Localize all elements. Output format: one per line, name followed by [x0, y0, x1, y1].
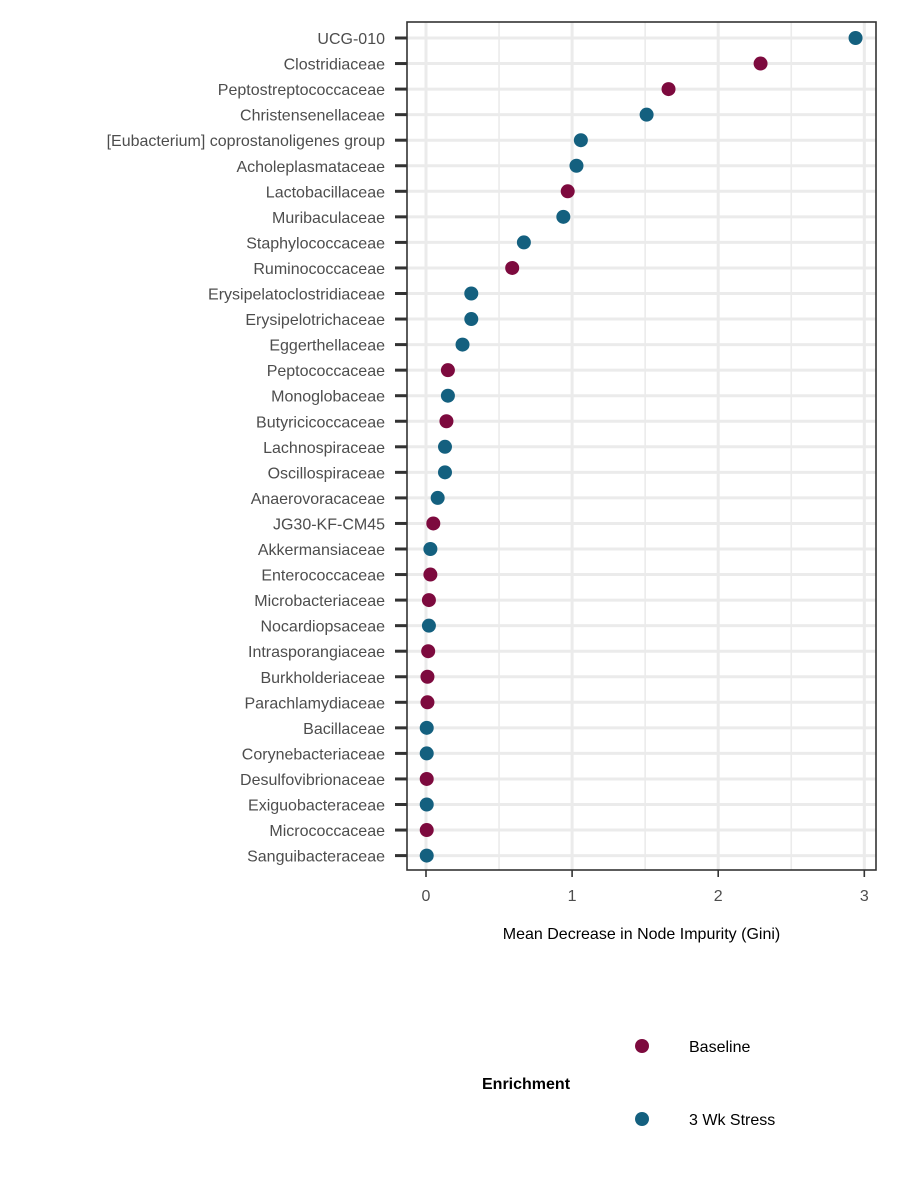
y-tick-label-desulfovibrionaceae: Desulfovibrionaceae — [240, 772, 385, 789]
point-lactobacillaceae — [560, 184, 575, 199]
point-lachnospiraceae — [437, 439, 452, 454]
y-tick-label-burkholderiaceae: Burkholderiaceae — [260, 670, 385, 687]
point-nocardiopsaceae — [421, 618, 436, 633]
y-tick-label-micrococcaceae: Micrococcaceae — [269, 823, 385, 840]
point-monoglobaceae — [440, 388, 455, 403]
point-erysipelatoclostridiaceae — [464, 286, 479, 301]
point-intrasporangiaceae — [421, 644, 436, 659]
point-sanguibacteraceae — [419, 848, 434, 863]
y-tick-label-lachnospiraceae: Lachnospiraceae — [263, 440, 385, 457]
y-axis: UCG-010 Clostridiaceae Peptostreptococcace… — [107, 31, 407, 866]
y-tick-label-anaerovoracaceae: Anaerovoracaceae — [251, 491, 385, 508]
y-tick-label-parachlamydiaceae: Parachlamydiaceae — [244, 695, 385, 712]
point-peptococcaceae — [440, 363, 455, 378]
y-tick-label-clostridiaceae: Clostridiaceae — [284, 57, 385, 74]
point-butyricicoccaceae — [439, 414, 454, 429]
point-acholeplasmataceae — [569, 158, 584, 173]
y-tick-label-akkermansiaceae: Akkermansiaceae — [258, 542, 385, 559]
x-tick-label-0: 0 — [422, 888, 431, 905]
legend-key-3-wk-stress — [635, 1112, 649, 1126]
legend: Enrichment Baseline 3 Wk Stress — [482, 1039, 775, 1129]
point-enterococcaceae — [423, 567, 438, 582]
point-erysipelotrichaceae — [464, 312, 479, 327]
point-akkermansiaceae — [423, 542, 438, 556]
point-muribaculaceae — [556, 209, 571, 224]
point-corynebacteriaceae — [419, 746, 434, 761]
y-tick-label-bacillaceae: Bacillaceae — [303, 721, 385, 738]
y-tick-label-ruminococcaceae: Ruminococcaceae — [253, 261, 385, 278]
point-oscillospiraceae — [437, 465, 452, 480]
point-anaerovoracaceae — [430, 490, 445, 505]
x-tick-label-2: 2 — [714, 888, 723, 905]
y-tick-label-oscillospiraceae: Oscillospiraceae — [268, 465, 385, 482]
legend-label-baseline: Baseline — [689, 1039, 750, 1056]
y-tick-label-muribaculaceae: Muribaculaceae — [272, 210, 385, 227]
y-tick-label-intrasporangiaceae: Intrasporangiaceae — [248, 644, 385, 661]
point-jg30-kf-cm45 — [426, 516, 441, 531]
y-tick-label-nocardiopsaceae: Nocardiopsaceae — [260, 619, 385, 636]
y-tick-label-christensenellaceae: Christensenellaceae — [240, 108, 385, 125]
y-tick-label-monoglobaceae: Monoglobaceae — [271, 389, 385, 406]
point-eubacterium-coprostanoligenes-group — [573, 133, 588, 148]
y-tick-label-corynebacteriaceae: Corynebacteriaceae — [242, 746, 385, 763]
legend-label-3-wk-stress: 3 Wk Stress — [689, 1112, 775, 1129]
y-tick-label-eggerthellaceae: Eggerthellaceae — [269, 338, 385, 355]
y-tick-label-eubacterium-coprostanoligenes-group: [Eubacterium] coprostanoligenes group — [107, 133, 385, 150]
y-tick-label-acholeplasmataceae: Acholeplasmataceae — [236, 159, 385, 176]
y-tick-label-microbacteriaceae: Microbacteriaceae — [254, 593, 385, 610]
point-exiguobacteraceae — [419, 797, 434, 812]
y-tick-label-sanguibacteraceae: Sanguibacteraceae — [247, 849, 385, 866]
y-tick-label-jg30-kf-cm45: JG30-KF-CM45 — [273, 516, 385, 533]
x-axis: 0 1 2 3 — [422, 870, 869, 905]
point-ucg-010 — [848, 31, 863, 45]
y-tick-label-erysipelotrichaceae: Erysipelotrichaceae — [245, 312, 385, 329]
y-tick-label-lactobacillaceae: Lactobacillaceae — [266, 184, 385, 201]
point-bacillaceae — [419, 720, 434, 735]
data-points — [419, 31, 863, 863]
point-parachlamydiaceae — [420, 695, 435, 710]
point-christensenellaceae — [639, 107, 654, 122]
y-tick-label-peptococcaceae: Peptococcaceae — [267, 363, 385, 380]
point-staphylococcaceae — [516, 235, 531, 250]
y-tick-label-butyricicoccaceae: Butyricicoccaceae — [256, 414, 385, 431]
y-tick-label-exiguobacteraceae: Exiguobacteraceae — [248, 798, 385, 815]
grid — [407, 22, 876, 870]
y-tick-label-peptostreptococcaceae: Peptostreptococcaceae — [218, 82, 385, 99]
point-clostridiaceae — [753, 56, 768, 71]
point-eggerthellaceae — [455, 337, 470, 352]
legend-entries: Baseline 3 Wk Stress — [635, 1039, 775, 1129]
point-micrococcaceae — [419, 823, 434, 838]
point-peptostreptococcaceae — [661, 82, 676, 97]
y-tick-label-ucg-010: UCG-010 — [317, 31, 385, 48]
y-tick-label-enterococcaceae: Enterococcaceae — [261, 568, 385, 585]
point-ruminococcaceae — [505, 260, 520, 275]
y-tick-label-erysipelatoclostridiaceae: Erysipelatoclostridiaceae — [208, 287, 385, 304]
legend-title: Enrichment — [482, 1076, 571, 1093]
point-desulfovibrionaceae — [419, 771, 434, 786]
x-tick-label-3: 3 — [860, 888, 869, 905]
point-microbacteriaceae — [421, 593, 436, 608]
x-tick-label-1: 1 — [568, 888, 577, 905]
y-tick-label-staphylococcaceae: Staphylococcaceae — [246, 235, 385, 252]
legend-key-baseline — [635, 1039, 649, 1053]
x-axis-title: Mean Decrease in Node Impurity (Gini) — [503, 926, 780, 943]
point-burkholderiaceae — [420, 669, 435, 684]
